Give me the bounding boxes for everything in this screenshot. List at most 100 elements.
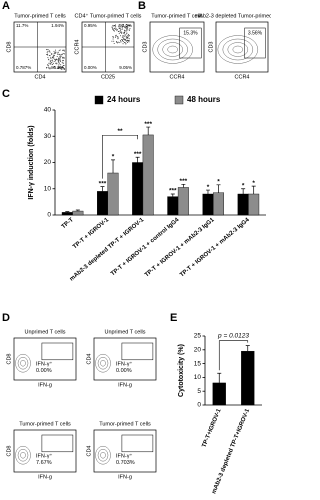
event-dot <box>53 58 55 60</box>
contour <box>162 42 183 57</box>
event-dot <box>127 29 129 31</box>
y-axis-label: CD8 <box>6 353 12 364</box>
event-dot <box>113 42 115 44</box>
event-dot <box>115 26 117 28</box>
event-dot <box>53 55 55 57</box>
x-axis-label: IFN-g <box>38 474 52 480</box>
event-dot <box>55 62 57 64</box>
event-dot <box>118 30 120 32</box>
contour <box>95 354 111 373</box>
event-dot <box>54 52 56 54</box>
event-dot <box>62 49 64 51</box>
event-dot <box>51 64 53 66</box>
event-dot <box>125 40 127 42</box>
gate-label: 0.703% <box>116 460 135 466</box>
event-dot <box>58 64 60 66</box>
event-dot <box>127 36 129 38</box>
event-dot <box>118 33 120 35</box>
event-dot <box>62 67 64 69</box>
event-dot <box>127 27 129 29</box>
contour <box>15 446 31 465</box>
y-axis-title: IFN-γ induction (folds) <box>28 125 35 199</box>
plot-title: Tumor-primed T cells <box>14 13 66 19</box>
event-dot <box>51 53 53 55</box>
event-dot <box>126 37 128 39</box>
event-dot <box>114 28 116 30</box>
annotation: p = 0.0123 <box>217 332 249 339</box>
event-dot <box>126 41 128 43</box>
gate <box>41 342 74 361</box>
legend-label: 48 hours <box>187 95 221 104</box>
significance-label: *** <box>144 121 152 128</box>
event-dot <box>123 26 125 28</box>
event-dot <box>123 32 125 34</box>
panel-label: D <box>2 312 10 324</box>
x-tick-label: TP-T + IGROV-1 + mAb2-3 IgG4 <box>179 217 251 279</box>
event-dot <box>62 56 64 58</box>
contour <box>152 35 193 64</box>
plot-frame <box>215 21 269 73</box>
event-dot <box>59 66 61 68</box>
event-dot <box>114 25 116 27</box>
contour <box>100 452 106 459</box>
significance-label: * <box>242 182 245 189</box>
bracket <box>102 134 138 179</box>
event-dot <box>128 35 130 37</box>
event-dot <box>118 26 120 28</box>
event-dot <box>128 37 130 39</box>
event-dot <box>115 34 117 36</box>
event-dot <box>120 31 122 33</box>
event-dot <box>59 49 61 51</box>
contour <box>15 354 31 373</box>
event-dot <box>49 63 51 65</box>
error-bar <box>75 209 80 212</box>
event-dot <box>124 39 126 41</box>
legend-swatch <box>94 95 104 105</box>
event-dot <box>112 25 114 27</box>
event-dot <box>124 31 126 33</box>
event-dot <box>62 53 64 55</box>
panel-label: B <box>138 0 146 12</box>
panel-label: E <box>170 312 177 324</box>
event-dot <box>126 26 128 28</box>
event-dot <box>49 55 51 57</box>
significance-label: * <box>217 179 220 186</box>
gate <box>244 27 266 59</box>
event-dot <box>128 34 130 36</box>
y-tick-label: 25 <box>194 333 202 340</box>
x-axis-label: CCR4 <box>235 74 250 80</box>
event-dot <box>52 61 54 63</box>
event-dot <box>113 30 115 32</box>
plot-title: mAb2-3 depleted Tumor-primed T cells <box>195 13 271 19</box>
event-dot <box>116 30 118 32</box>
gate <box>121 342 154 361</box>
plot-title: Tumor-primed T cells <box>151 13 203 19</box>
event-dot <box>116 29 118 31</box>
contour <box>167 45 178 54</box>
event-dot <box>58 50 60 52</box>
event-dot <box>115 28 117 30</box>
bar <box>248 193 260 216</box>
gate-label: 11.7% <box>16 23 28 28</box>
contour <box>217 35 259 64</box>
y-axis-label: CD8 <box>6 41 12 52</box>
error-bar <box>241 188 246 194</box>
event-dot <box>55 49 57 51</box>
gate-label: 0.787% <box>16 65 31 70</box>
event-dot <box>127 24 129 26</box>
event-dot <box>118 42 120 44</box>
event-dot <box>52 57 54 59</box>
event-dot <box>122 36 124 38</box>
event-dot <box>124 27 126 29</box>
event-dot <box>59 58 61 60</box>
event-dot <box>57 67 59 69</box>
bracket <box>218 340 249 371</box>
contour <box>100 360 106 367</box>
error-bar <box>205 189 210 194</box>
event-dot <box>60 66 62 68</box>
event-dot <box>47 54 49 56</box>
significance-label: *** <box>169 188 177 195</box>
y-tick-label: 20 <box>194 347 202 354</box>
event-dot <box>63 50 65 52</box>
contour <box>227 42 249 57</box>
